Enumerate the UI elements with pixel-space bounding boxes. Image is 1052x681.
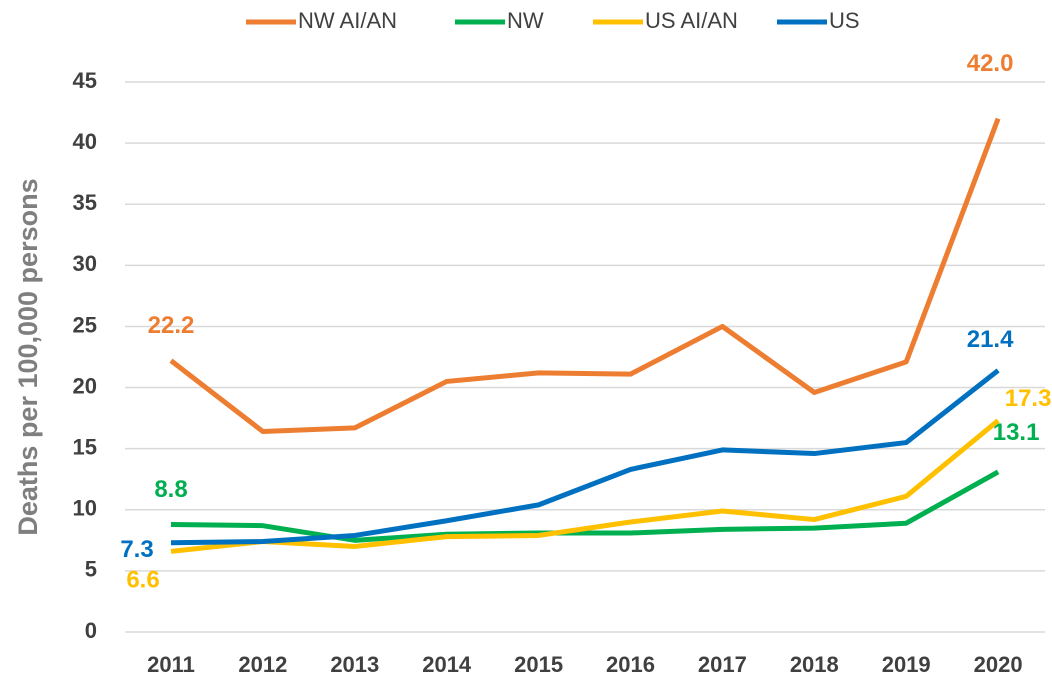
- y-tick-label: 30: [73, 251, 97, 276]
- y-axis-label: Deaths per 100,000 persons: [13, 178, 43, 535]
- value-label: 8.8: [154, 476, 187, 503]
- x-tick-label: 2018: [790, 652, 839, 677]
- x-tick-label: 2015: [514, 652, 563, 677]
- y-tick-label: 0: [85, 618, 97, 643]
- x-tick-label: 2011: [147, 652, 195, 677]
- y-tick-label: 25: [73, 312, 97, 337]
- value-label: 17.3: [1005, 385, 1052, 412]
- x-tick-label: 2014: [422, 652, 472, 677]
- y-tick-label: 15: [73, 434, 97, 459]
- legend-label: NW: [507, 8, 544, 33]
- x-tick-label: 2012: [238, 652, 287, 677]
- y-tick-label: 35: [73, 190, 97, 215]
- value-label: 42.0: [967, 50, 1014, 77]
- x-tick-label: 2020: [974, 652, 1023, 677]
- y-tick-label: 40: [73, 129, 97, 154]
- series-line: [169, 117, 1001, 435]
- legend-label: US AI/AN: [645, 8, 738, 33]
- series-line: [170, 469, 1000, 543]
- x-tick-label: 2019: [882, 652, 931, 677]
- x-tick-label: 2013: [330, 652, 379, 677]
- x-tick-label: 2016: [606, 652, 655, 677]
- series-line: [170, 418, 1000, 554]
- y-tick-label: 45: [73, 68, 97, 93]
- value-label: 21.4: [967, 326, 1014, 353]
- value-label: 22.2: [148, 312, 195, 339]
- y-tick-label: 10: [73, 496, 97, 521]
- y-tick-label: 5: [85, 557, 97, 582]
- legend-label: US: [829, 8, 860, 33]
- value-label: 6.6: [126, 567, 159, 594]
- y-tick-label: 20: [73, 373, 97, 398]
- x-tick-label: 2017: [698, 652, 747, 677]
- series-line: [170, 368, 1000, 546]
- value-label: 13.1: [993, 419, 1040, 446]
- legend-label: NW AI/AN: [298, 8, 397, 33]
- value-label: 7.3: [120, 536, 153, 563]
